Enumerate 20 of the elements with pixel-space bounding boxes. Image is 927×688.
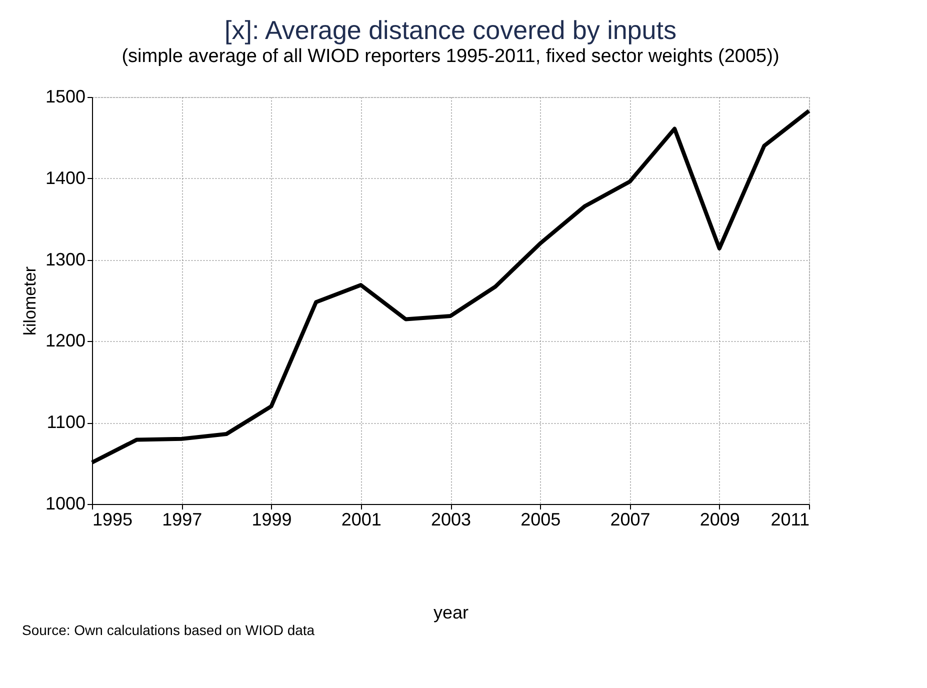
y-tick-label: 1300	[45, 249, 86, 270]
y-tick-label: 1200	[45, 330, 86, 351]
y-axis-title: kilometer	[20, 266, 40, 336]
x-tick-label: 1999	[252, 510, 292, 530]
x-tick-label: 1997	[162, 510, 202, 530]
chart-subtitle: (simple average of all WIOD reporters 1995-2011, fixed sector weights (2005))	[122, 46, 780, 67]
x-tick-label: 2007	[610, 510, 650, 530]
x-tick-label: 2001	[341, 510, 382, 530]
chart-title: [x]: Average distance covered by inputs	[224, 15, 676, 45]
source-note: Source: Own calculations based on WIOD data	[22, 622, 315, 638]
y-tick-label: 1500	[45, 86, 86, 106]
x-tick-label: 1995	[92, 510, 133, 530]
y-tick-label: 1000	[45, 494, 86, 514]
y-tick-label: 1400	[45, 168, 86, 188]
x-tick-label: 2009	[700, 510, 740, 530]
y-tick-label: 1100	[46, 412, 86, 432]
x-tick-label: 2003	[430, 510, 472, 530]
x-tick-label: 2011	[770, 510, 810, 530]
x-axis-title: year	[433, 602, 469, 622]
x-tick-label: 2005	[520, 510, 561, 530]
